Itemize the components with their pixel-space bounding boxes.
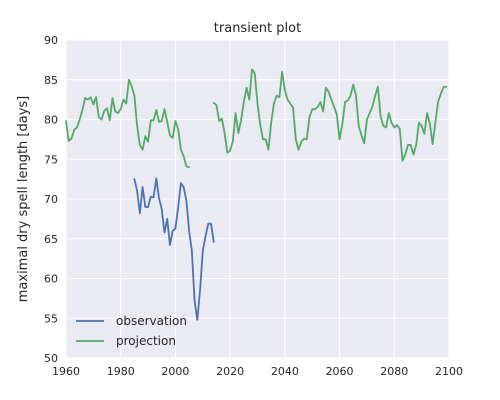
- chart-title: transient plot: [214, 21, 301, 36]
- y-tick-label: 85: [44, 74, 58, 87]
- x-tick-label: 1980: [107, 365, 135, 378]
- x-tick-label: 1960: [52, 365, 80, 378]
- x-tick-label: 2060: [326, 365, 354, 378]
- y-tick-label: 70: [44, 193, 58, 206]
- y-tick-label: 65: [44, 233, 58, 246]
- x-tick-label: 2040: [271, 365, 299, 378]
- y-axis-title: maximal dry spell length [days]: [16, 96, 31, 303]
- legend-label-projection: projection: [116, 334, 176, 348]
- series-layer: [65, 68, 448, 321]
- series-line-observation: [133, 177, 215, 321]
- x-tick-label: 2020: [216, 365, 244, 378]
- legend-label-observation: observation: [116, 314, 187, 328]
- series-line-projection: [65, 78, 191, 169]
- y-axis-ticks: 50 55 60 65 70 75 80 85 90: [44, 34, 58, 365]
- y-tick-label: 80: [44, 114, 58, 127]
- x-tick-label: 2080: [380, 365, 408, 378]
- y-tick-label: 75: [44, 153, 58, 166]
- x-tick-label: 2000: [161, 365, 189, 378]
- grid: [65, 39, 450, 359]
- y-tick-label: 55: [44, 312, 58, 325]
- legend: observation projection: [76, 314, 187, 348]
- y-tick-label: 60: [44, 273, 58, 286]
- x-axis-ticks: 1960 1980 2000 2020 2040 2060 2080 2100: [52, 365, 463, 378]
- x-tick-label: 2100: [435, 365, 463, 378]
- y-tick-label: 50: [44, 352, 58, 365]
- series-line-projection: [212, 68, 448, 162]
- y-tick-label: 90: [44, 34, 58, 47]
